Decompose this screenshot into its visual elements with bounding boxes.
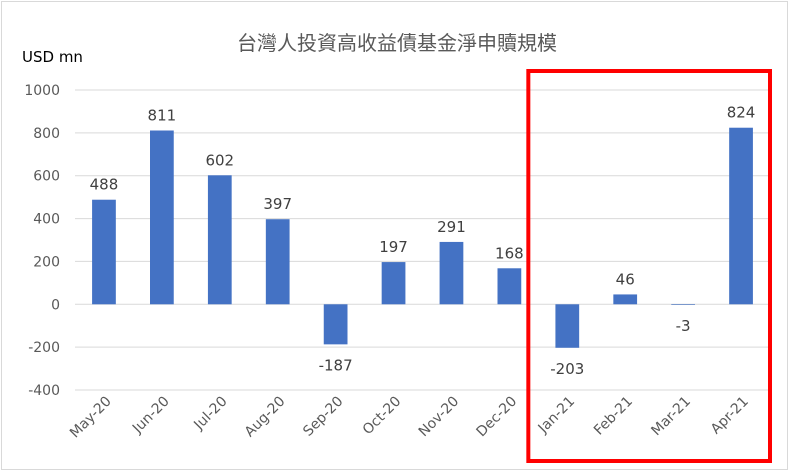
bar [265,219,290,305]
bar [671,304,695,305]
x-axis-ticks: May-20 Jun-20 Jul-20 Aug-20 Sep-20 Oct-20 Nov-… [67,394,752,442]
bar [92,199,116,305]
data-labels: 488 811 602 397 -187 197 291 168 -203 46 -3 824 [90,104,756,378]
bar [555,304,580,348]
data-label: -203 [550,360,584,378]
bar [207,175,232,305]
bar [150,130,174,305]
data-label: -3 [676,317,691,335]
data-label: 824 [727,104,756,122]
data-label: 291 [437,218,466,236]
y-tick-label: 600 [33,169,60,185]
x-tick-label: Sep-20 [300,394,346,440]
x-tick-label: May-20 [67,394,115,442]
y-axis-ticks: -400 -200 0 200 400 600 800 1000 [24,83,60,399]
y-tick-label: -200 [28,340,60,356]
y-tick-label: 1000 [24,83,60,99]
bar [613,294,638,305]
bar [439,241,464,305]
y-tick-label: -400 [28,383,60,399]
y-tick-label: 400 [33,212,60,228]
chart-title: 台灣人投資高收益債基金淨申贖規模 [237,31,557,55]
data-label: 602 [205,151,234,169]
highlight-box [526,69,772,463]
data-label: 46 [616,270,635,288]
y-tick-label: 0 [51,297,60,313]
data-label: 168 [495,244,524,262]
x-tick-label: Feb-21 [591,394,636,439]
data-label: 488 [90,176,119,194]
data-label: 397 [263,195,292,213]
x-tick-label: Jul-20 [190,394,230,434]
bars [92,127,753,348]
data-label: 811 [148,107,177,125]
y-tick-label: 800 [33,126,60,142]
x-tick-label: Oct-20 [360,394,405,439]
x-tick-label: Jun-20 [129,394,173,438]
x-tick-label: Apr-21 [708,394,752,438]
x-tick-label: Aug-20 [242,394,289,441]
bar [497,268,522,305]
bar [323,304,348,345]
x-tick-label: Mar-21 [648,394,694,440]
bar [729,127,753,305]
data-label: -187 [319,356,353,374]
x-tick-label: Jan-21 [535,394,578,437]
x-tick-label: Dec-20 [474,394,521,441]
bar [381,262,406,305]
grid-lines [75,89,770,391]
y-tick-label: 200 [33,254,60,270]
x-tick-label: Nov-20 [416,394,463,441]
data-label: 197 [379,238,408,256]
y-axis-unit-label: USD mn [22,48,83,66]
